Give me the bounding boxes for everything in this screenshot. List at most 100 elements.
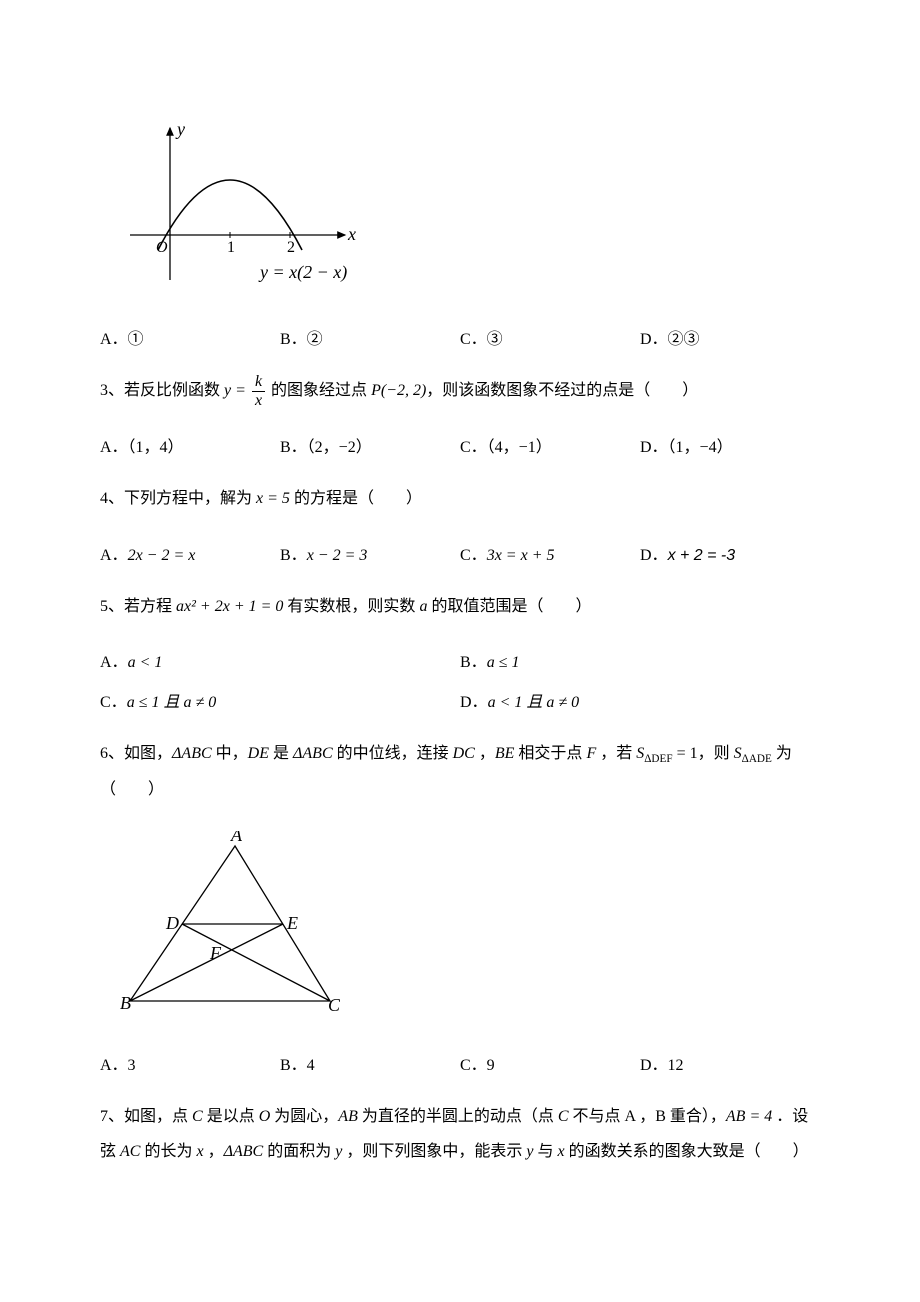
q7-tri: ΔABC [224,1143,264,1160]
q3-option-c: C．（4，−1） [460,433,640,457]
q6-s1eq: = 1 [673,745,698,762]
q5-option-b: B．a ≤ 1 [460,648,820,672]
figure-parabola: 1 2 O x y y = x(2 − x) [120,120,820,295]
q5-d-math: a < 1 且 a ≠ 0 [488,694,580,711]
q7-s8: ， [204,1143,224,1160]
q7-ab: AB [338,1108,358,1125]
tick-1: 1 [227,239,235,256]
q6-option-a: A．3 [100,1051,280,1075]
q4-b-math: x − 2 = 3 [307,547,368,564]
q6-s7: ，若 [596,745,636,762]
q3-fraction: k x [252,373,265,409]
q6-s2: 中， [212,745,248,762]
q2-option-d: D．②③ [640,325,820,349]
q6-s4: 的中位线，连接 [333,745,453,762]
q7-ac: AC [120,1143,140,1160]
q5-c-pre: C． [100,694,127,711]
q6-s2sub: ΔADE [742,753,772,765]
q4-d-pre: D． [640,547,668,564]
q3-stem-mid: 的图象经过点 [267,382,371,399]
q7-s3: 为圆心， [270,1108,338,1125]
q6-s1: 如图， [124,745,172,762]
q7-s12: 的函数关系的图象大致是（ ） [565,1143,809,1160]
q2-option-c: C．③ [460,325,640,349]
tick-2: 2 [287,239,295,256]
q5-b-math: a ≤ 1 [487,654,520,671]
q4-option-b: B．x − 2 = 3 [280,541,460,565]
q2-option-a: A．① [100,325,280,349]
q4-option-a: A．2x − 2 = x [100,541,280,565]
q4-stem: 下列方程中，解为 [124,490,256,507]
q7-s7: 的长为 [140,1143,196,1160]
q2-options: A．① B．② C．③ D．②③ [100,325,820,349]
q7-s11: 与 [533,1143,557,1160]
q4-option-d: D．x + 2 = -3 [640,541,820,565]
q3-number: 3、 [100,382,124,399]
q7-x: x [196,1143,203,1160]
q6-tri2: ΔABC [293,745,333,762]
q5-d-pre: D． [460,694,488,711]
q3: 3、若反比例函数 y = k x 的图象经过点 P(−2, 2)，则该函数图象不… [100,373,820,409]
q5-options-row1: A．a < 1 B．a ≤ 1 [100,648,820,672]
q6-dc: DC [453,745,475,762]
q3-frac-num: k [252,373,265,392]
q5-a-pre: A． [100,654,128,671]
q4-option-c: C．3x = x + 5 [460,541,640,565]
q7-c2: C [558,1108,569,1125]
q6-f: F [586,745,596,762]
q7-s1: 如图，点 [124,1108,192,1125]
label-C: C [328,995,340,1015]
q4: 4、下列方程中，解为 x = 5 的方程是（ ） [100,481,820,516]
q4-var: x = 5 [256,490,290,507]
label-B: B [120,993,131,1013]
q4-c-pre: C． [460,547,487,564]
q5: 5、若方程 ax² + 2x + 1 = 0 有实数根，则实数 a 的取值范围是… [100,589,820,624]
q7-s5: 不与点 A ，B 重合）， [569,1108,726,1125]
q5-option-c: C．a ≤ 1 且 a ≠ 0 [100,688,460,712]
q7-o: O [259,1108,271,1125]
q3-frac-den: x [252,392,265,410]
q7-s9: 的面积为 [263,1143,335,1160]
q6-s6: 相交于点 [514,745,586,762]
q7-x2: x [557,1143,564,1160]
q5-option-a: A．a < 1 [100,648,460,672]
q7: 7、如图，点 C 是以点 O 为圆心，AB 为直径的半圆上的动点（点 C 不与点… [100,1099,820,1169]
q6-option-d: D．12 [640,1051,820,1075]
q3-option-a: A．（1，4） [100,433,280,457]
q4-d-math: x + 2 = -3 [668,547,736,564]
q5-option-d: D．a < 1 且 a ≠ 0 [460,688,820,712]
q4-number: 4、 [100,490,124,507]
q6: 6、如图，ΔABC 中，DE 是 ΔABC 的中位线，连接 DC ，BE 相交于… [100,736,820,807]
q7-ab2: AB = 4 [726,1108,772,1125]
q6-s2pre: S [734,745,742,762]
q6-s3: 是 [269,745,293,762]
q6-option-c: C．9 [460,1051,640,1075]
label-D: D [165,913,179,933]
q5-c-math: a ≤ 1 且 a ≠ 0 [127,694,217,711]
q6-de: DE [248,745,269,762]
q5-options-row2: C．a ≤ 1 且 a ≠ 0 D．a < 1 且 a ≠ 0 [100,688,820,712]
q6-s5: ， [475,745,495,762]
q6-number: 6、 [100,745,124,762]
q5-a-math: a < 1 [128,654,163,671]
q5-stem-end: 的取值范围是（ ） [427,598,591,615]
curve-formula: y = x(2 − x) [258,262,347,283]
q7-s10: ，则下列图象中，能表示 [342,1143,526,1160]
q3-formula-prefix: y = [224,382,246,399]
q3-options: A．（1，4） B．（2，−2） C．（4，−1） D．（1，−4） [100,433,820,457]
x-axis-label: x [347,224,356,244]
q4-a-math: 2x − 2 = x [128,547,196,564]
y-axis-label: y [175,120,185,139]
q7-c: C [192,1108,203,1125]
q7-s2: 是以点 [203,1108,259,1125]
q3-option-b: B．（2，−2） [280,433,460,457]
q5-stem: 若方程 [124,598,176,615]
q6-option-b: B．4 [280,1051,460,1075]
q4-c-math: 3x = x + 5 [487,547,555,564]
q4-options: A．2x − 2 = x B．x − 2 = 3 C．3x = x + 5 D．… [100,541,820,565]
q5-eq: ax² + 2x + 1 = 0 [176,598,283,615]
q4-b-pre: B． [280,547,307,564]
q2-option-b: B．② [280,325,460,349]
q6-be: BE [495,745,515,762]
label-A: A [230,831,243,845]
